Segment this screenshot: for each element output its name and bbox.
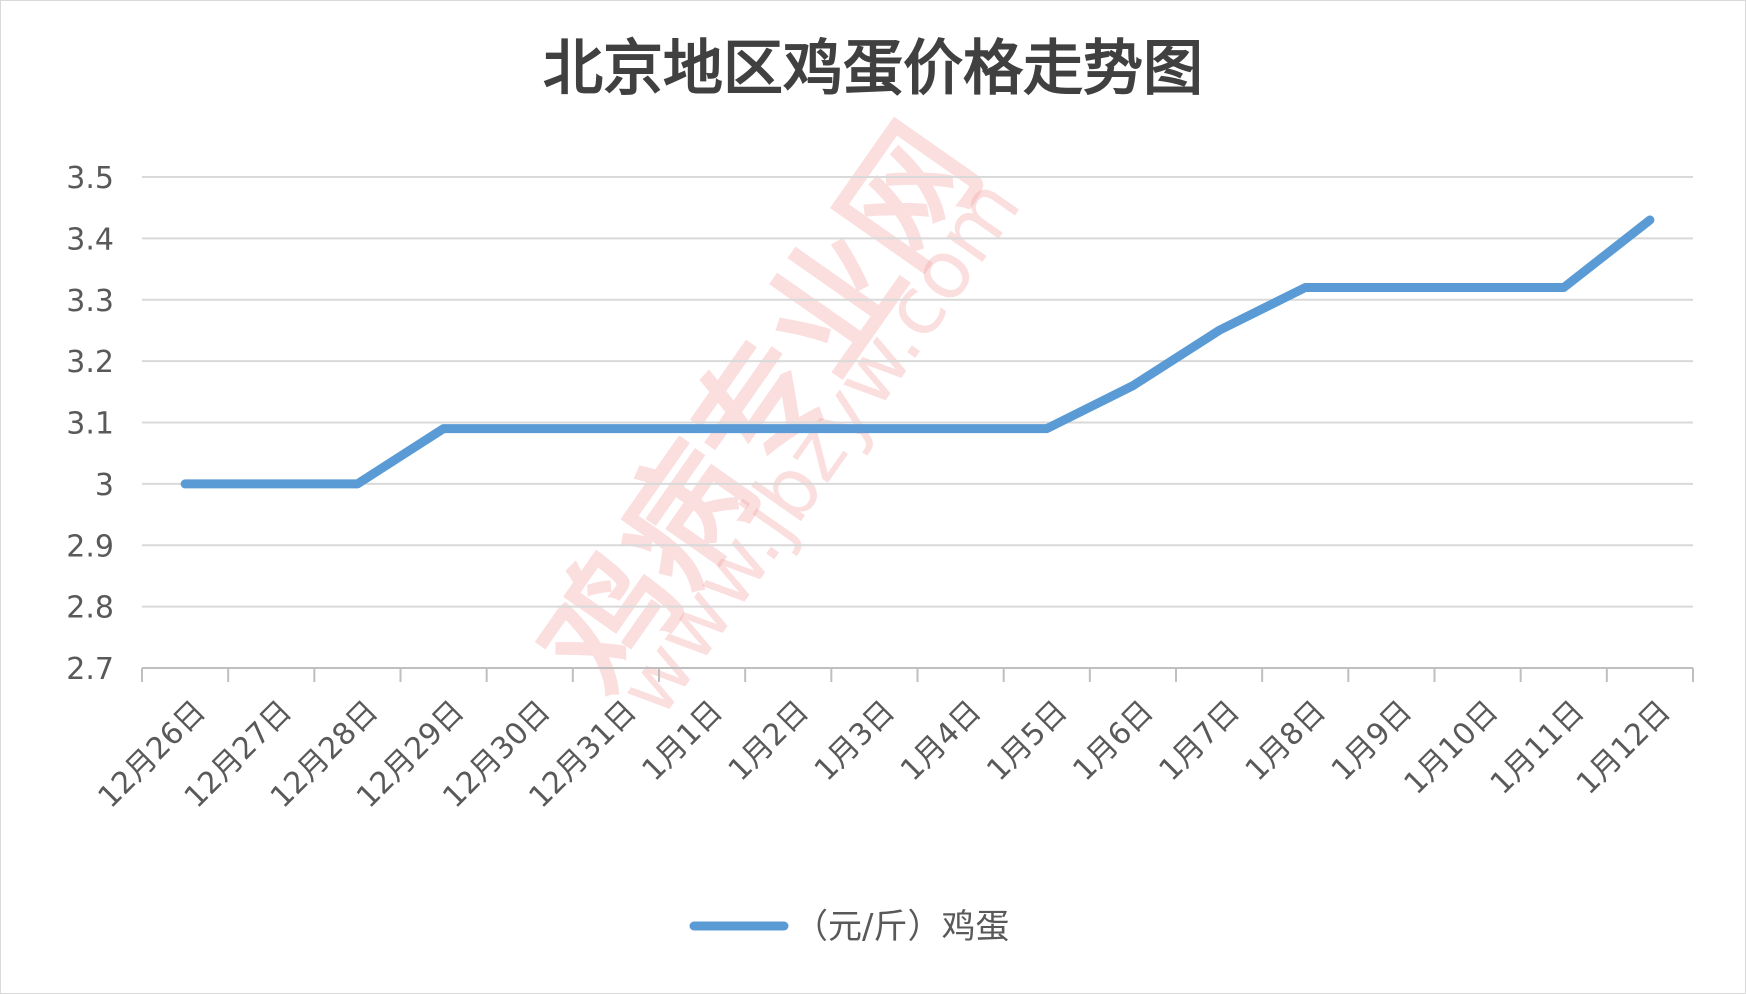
x-tick-label: 1月4日 — [894, 694, 988, 788]
x-tick-label: 1月5日 — [980, 694, 1074, 788]
series-line — [180, 215, 1655, 489]
x-tick-label: 1月12日 — [1570, 694, 1678, 802]
y-tick-label: 3.3 — [66, 284, 114, 319]
y-tick-label: 3 — [95, 468, 114, 503]
x-tick-label: 1月11日 — [1484, 694, 1592, 802]
legend: （元/斤）鸡蛋 — [689, 907, 1009, 947]
x-tick-label: 1月2日 — [722, 694, 816, 788]
y-axis-ticks: 2.7 2.8 2.9 3 3.1 3.2 3.3 3.4 3.5 — [66, 161, 114, 687]
y-tick-label: 2.7 — [66, 652, 114, 687]
x-tick-label: 1月3日 — [808, 694, 902, 788]
y-tick-label: 2.9 — [66, 529, 114, 564]
watermark-main: 鸡病专业网 — [512, 99, 1009, 719]
watermark: 鸡病专业网 www.jbzyw.com — [512, 99, 1039, 732]
chart-title: 北京地区鸡蛋价格走势图 — [543, 34, 1203, 104]
x-axis-ticks: 12月26日12月27日12月28日12月29日12月30日12月31日1月1日… — [92, 694, 1678, 815]
y-tick-label: 2.8 — [66, 591, 114, 626]
x-tick-label: 1月6日 — [1066, 694, 1160, 788]
x-tick-label: 1月10日 — [1398, 694, 1506, 802]
gridlines — [142, 176, 1693, 608]
y-tick-label: 3.5 — [66, 161, 114, 196]
y-tick-label: 3.1 — [66, 407, 114, 442]
x-axis — [141, 667, 1694, 682]
legend-label: （元/斤）鸡蛋 — [794, 907, 1009, 947]
y-tick-label: 3.4 — [66, 222, 114, 257]
y-tick-label: 3.2 — [66, 345, 114, 380]
x-tick-label: 1月8日 — [1239, 694, 1333, 788]
x-tick-label: 1月7日 — [1153, 694, 1247, 788]
series-layer — [180, 215, 1655, 489]
